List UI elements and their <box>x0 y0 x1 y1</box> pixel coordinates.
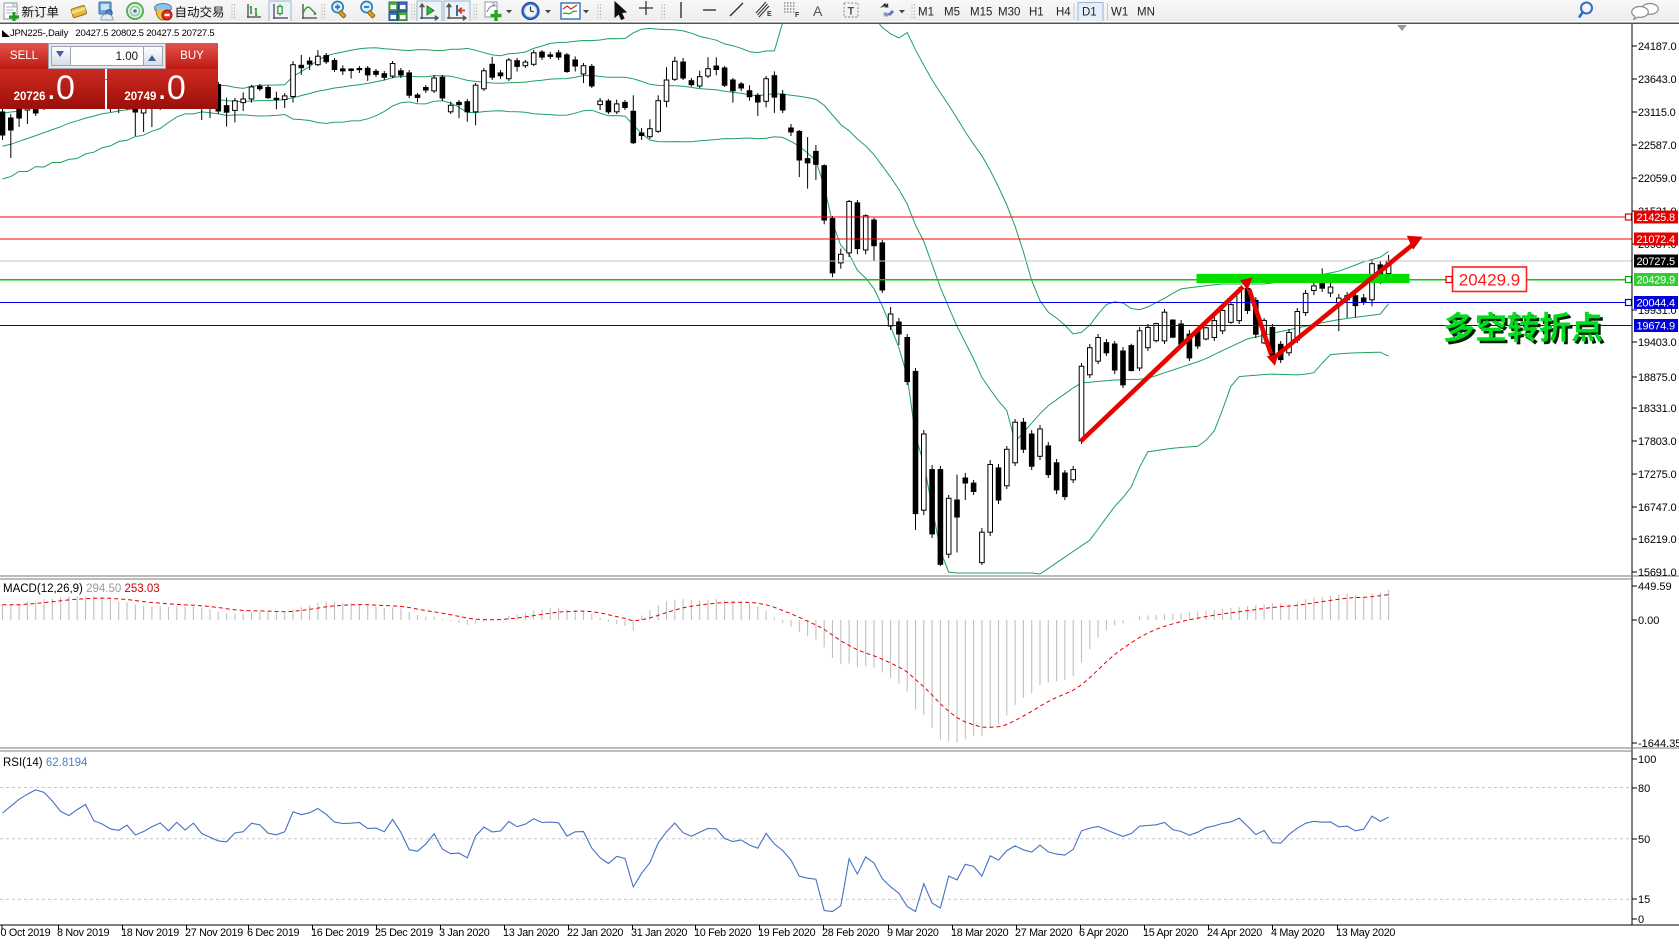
svg-text:23115.0: 23115.0 <box>1638 107 1676 119</box>
svg-text:15: 15 <box>1638 894 1650 906</box>
svg-text:31 Jan 2020: 31 Jan 2020 <box>631 927 687 939</box>
svg-text:M1: M1 <box>918 7 934 19</box>
svg-text:19403.0: 19403.0 <box>1638 337 1676 349</box>
svg-text:80: 80 <box>1638 783 1650 795</box>
svg-text:A: A <box>813 3 823 19</box>
svg-text:E: E <box>767 11 772 18</box>
svg-text:22 Jan 2020: 22 Jan 2020 <box>567 927 623 939</box>
svg-text:18875.0: 18875.0 <box>1638 372 1676 384</box>
svg-text:50: 50 <box>1638 834 1650 846</box>
svg-text:0 Oct 2019: 0 Oct 2019 <box>1 927 51 939</box>
svg-text:22059.0: 22059.0 <box>1638 173 1676 185</box>
svg-text:25 Dec 2019: 25 Dec 2019 <box>375 927 433 939</box>
svg-text:23643.0: 23643.0 <box>1638 74 1676 86</box>
svg-text:20429.9: 20429.9 <box>1637 275 1675 287</box>
svg-text:13 May 2020: 13 May 2020 <box>1336 927 1395 939</box>
svg-text:24187.0: 24187.0 <box>1638 41 1676 53</box>
svg-text:D1: D1 <box>1082 7 1097 19</box>
svg-text:H1: H1 <box>1029 7 1044 19</box>
svg-text:0: 0 <box>1638 914 1644 926</box>
svg-text:M15: M15 <box>970 7 992 19</box>
svg-text:19 Feb 2020: 19 Feb 2020 <box>758 927 816 939</box>
svg-text:18331.0: 18331.0 <box>1638 403 1676 415</box>
svg-text:13 Jan 2020: 13 Jan 2020 <box>503 927 559 939</box>
svg-text:20044.4: 20044.4 <box>1637 298 1675 310</box>
svg-text:19674.9: 19674.9 <box>1637 321 1675 333</box>
svg-text:MN: MN <box>1137 7 1155 19</box>
svg-text:W1: W1 <box>1111 7 1128 19</box>
svg-text:16 Dec 2019: 16 Dec 2019 <box>311 927 369 939</box>
svg-text:-1644.35: -1644.35 <box>1638 738 1679 750</box>
svg-text:H4: H4 <box>1056 7 1071 19</box>
svg-text:F: F <box>795 12 800 19</box>
svg-text:24 Apr 2020: 24 Apr 2020 <box>1207 927 1262 939</box>
svg-text:RSI(14) 62.8194: RSI(14) 62.8194 <box>3 757 88 769</box>
svg-text:15 Apr 2020: 15 Apr 2020 <box>1143 927 1198 939</box>
svg-text:28 Feb 2020: 28 Feb 2020 <box>822 927 880 939</box>
svg-text:18 Mar 2020: 18 Mar 2020 <box>951 927 1009 939</box>
svg-text:18 Nov 2019: 18 Nov 2019 <box>121 927 179 939</box>
svg-text:T: T <box>848 6 855 18</box>
svg-text:20727.5: 20727.5 <box>1637 256 1675 268</box>
svg-text:4 May 2020: 4 May 2020 <box>1271 927 1325 939</box>
svg-text:27 Nov 2019: 27 Nov 2019 <box>185 927 243 939</box>
svg-text:20429.9: 20429.9 <box>1459 271 1520 290</box>
svg-text:9 Mar 2020: 9 Mar 2020 <box>887 927 939 939</box>
svg-text:10 Feb 2020: 10 Feb 2020 <box>694 927 752 939</box>
svg-text:3 Jan 2020: 3 Jan 2020 <box>439 927 490 939</box>
svg-text:100: 100 <box>1638 754 1656 766</box>
svg-text:M30: M30 <box>998 7 1020 19</box>
svg-text:17803.0: 17803.0 <box>1638 436 1676 448</box>
svg-text:6 Dec 2019: 6 Dec 2019 <box>247 927 300 939</box>
svg-text:0.00: 0.00 <box>1638 615 1659 627</box>
svg-text:449.59: 449.59 <box>1638 581 1672 593</box>
svg-text:17275.0: 17275.0 <box>1638 469 1676 481</box>
svg-text:22587.0: 22587.0 <box>1638 140 1676 152</box>
svg-text:6 Apr 2020: 6 Apr 2020 <box>1079 927 1129 939</box>
svg-text:16747.0: 16747.0 <box>1638 502 1676 514</box>
svg-text:8 Nov 2019: 8 Nov 2019 <box>57 927 110 939</box>
svg-text:MACD(12,26,9) 294.50 253.03: MACD(12,26,9) 294.50 253.03 <box>3 583 160 595</box>
svg-text:M5: M5 <box>944 7 960 19</box>
svg-text:15691.0: 15691.0 <box>1638 567 1676 579</box>
svg-text:16219.0: 16219.0 <box>1638 534 1676 546</box>
svg-text:21425.8: 21425.8 <box>1637 212 1675 224</box>
svg-text:21072.4: 21072.4 <box>1637 234 1675 246</box>
svg-text:27 Mar 2020: 27 Mar 2020 <box>1015 927 1073 939</box>
